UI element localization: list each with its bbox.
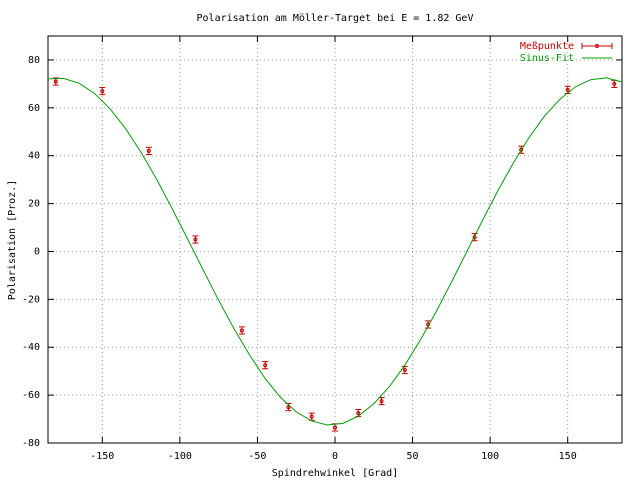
legend-label: Meßpunkte <box>520 41 574 52</box>
legend-swatch <box>595 44 599 48</box>
data-point <box>100 89 105 94</box>
y-tick-label: -40 <box>22 342 40 353</box>
y-tick-label: 0 <box>34 246 40 257</box>
data-point <box>53 79 58 84</box>
x-tick-label: -150 <box>90 451 114 462</box>
error-bar <box>238 326 245 335</box>
y-tick-label: 80 <box>28 55 40 66</box>
data-point <box>379 399 384 404</box>
x-tick-label: -50 <box>248 451 266 462</box>
legend-label: Sinus-Fit <box>520 53 574 64</box>
data-point <box>402 367 407 372</box>
data-point <box>612 81 617 86</box>
error-bar <box>145 146 152 156</box>
x-axis-label: Spindrehwinkel [Grad] <box>272 468 398 479</box>
y-tick-label: -60 <box>22 390 40 401</box>
y-axis-label: Polarisation [Proz.] <box>7 180 18 300</box>
data-point <box>193 237 198 242</box>
y-tick-label: 20 <box>28 199 40 210</box>
chart-title: Polarisation am Möller-Target bei E = 1.… <box>197 13 474 24</box>
x-tick-label: 150 <box>559 451 577 462</box>
plot-border <box>47 35 623 444</box>
fit-line <box>47 77 623 426</box>
error-bar <box>401 365 408 375</box>
data-point <box>146 148 151 153</box>
x-tick-label: 0 <box>332 451 338 462</box>
x-tick-label: 100 <box>481 451 499 462</box>
y-tick-label: -80 <box>22 438 40 449</box>
data-point <box>333 425 337 430</box>
error-bar <box>192 235 199 244</box>
data-point <box>565 87 570 92</box>
error-bar <box>262 361 269 370</box>
x-tick-label: 50 <box>407 451 419 462</box>
data-point <box>286 405 291 410</box>
error-bar <box>99 86 106 96</box>
data-point <box>309 414 314 419</box>
x-tick-label: -100 <box>168 451 192 462</box>
y-tick-label: 40 <box>28 151 40 162</box>
data-point <box>263 363 268 368</box>
data-point <box>356 411 361 416</box>
y-tick-label: 60 <box>28 103 40 114</box>
y-tick-label: -20 <box>22 294 40 305</box>
data-point <box>239 328 244 333</box>
